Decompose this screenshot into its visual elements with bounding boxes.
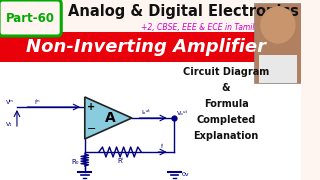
Polygon shape (85, 97, 132, 139)
Text: Explanation: Explanation (194, 131, 259, 141)
Text: Circuit Diagram: Circuit Diagram (183, 67, 269, 77)
FancyBboxPatch shape (0, 62, 301, 180)
Text: Vₒᵘᵗ: Vₒᵘᵗ (177, 111, 188, 116)
Text: Non-Inverting Amplifier: Non-Inverting Amplifier (26, 38, 266, 56)
FancyBboxPatch shape (0, 0, 61, 36)
Text: +2, CBSE, EEE & ECE in Tamil: +2, CBSE, EEE & ECE in Tamil (141, 22, 255, 32)
Text: Iⁱ: Iⁱ (161, 143, 164, 148)
Text: Iᴵⁿ: Iᴵⁿ (35, 100, 41, 105)
Text: Rⁱ: Rⁱ (117, 158, 123, 164)
Text: Iₒᵘᵗ: Iₒᵘᵗ (141, 109, 150, 114)
Text: Part-60: Part-60 (6, 12, 55, 24)
Text: Completed: Completed (196, 115, 256, 125)
Text: 0v: 0v (182, 172, 189, 177)
Text: A: A (105, 111, 116, 125)
Text: Analog & Digital Electronics: Analog & Digital Electronics (68, 3, 299, 19)
Text: V₁: V₁ (6, 122, 12, 127)
Text: −: − (87, 124, 96, 134)
FancyBboxPatch shape (0, 0, 301, 85)
FancyBboxPatch shape (0, 32, 301, 62)
FancyBboxPatch shape (254, 3, 301, 83)
Text: +: + (87, 102, 95, 112)
FancyBboxPatch shape (259, 55, 297, 83)
Circle shape (261, 7, 295, 43)
Text: &: & (222, 83, 230, 93)
Text: R₀: R₀ (72, 159, 79, 165)
Text: Vᴵⁿ: Vᴵⁿ (6, 100, 14, 105)
Text: Formula: Formula (204, 99, 248, 109)
